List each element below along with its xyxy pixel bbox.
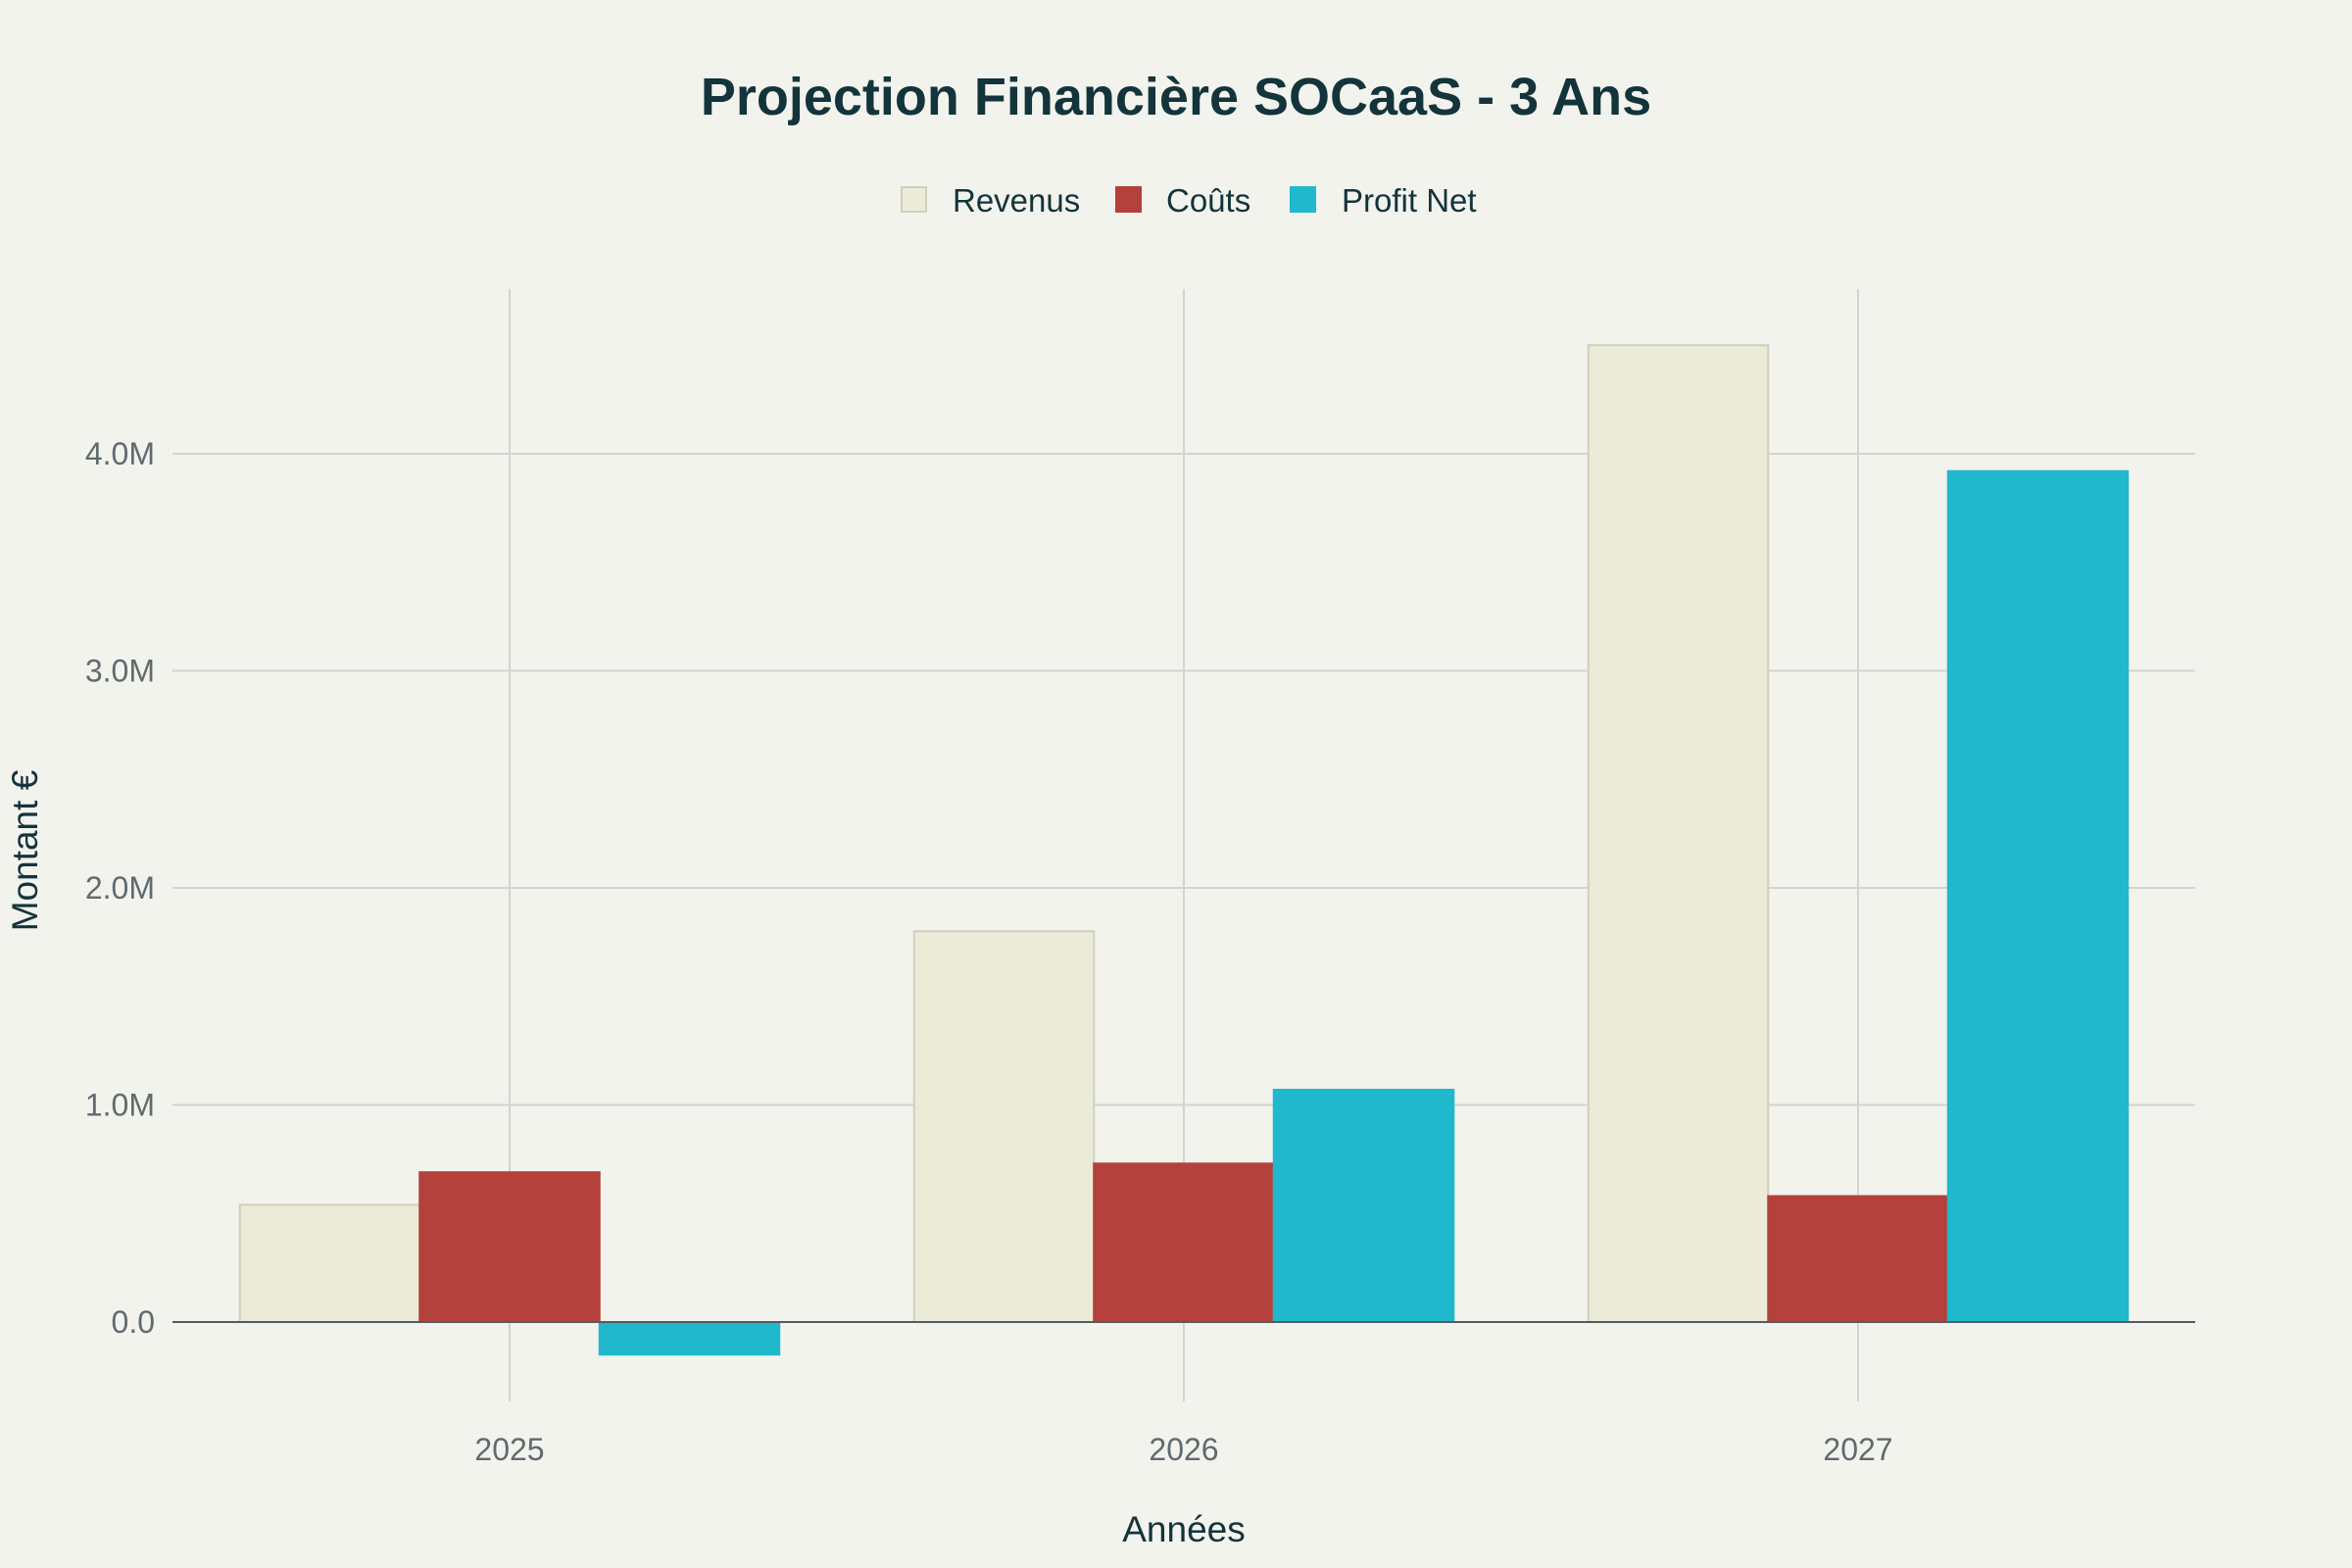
bar-profit-net-2026[interactable] <box>1272 1088 1455 1323</box>
bar-profit-net-2025[interactable] <box>598 1321 781 1356</box>
bar-co-ts-2027[interactable] <box>1767 1195 1949 1324</box>
axes: 0.0 1.0M 2.0M 3.0M 4.0M 2025 2026 2027 <box>85 436 2195 1467</box>
bar-co-ts-2026[interactable] <box>1093 1162 1275 1324</box>
legend-label: Profit Net <box>1342 182 1477 219</box>
bar-revenus-2026[interactable] <box>912 930 1096 1323</box>
legend-item[interactable]: Coûts <box>1115 182 1250 219</box>
y-tick-label: 0.0 <box>112 1304 155 1340</box>
y-axis-title: Montant € <box>5 769 45 931</box>
legend-swatch <box>1115 186 1142 213</box>
y-tick-label: 2.0M <box>85 870 155 906</box>
legend-item[interactable]: Profit Net <box>1290 182 1477 219</box>
bar-co-ts-2025[interactable] <box>418 1171 601 1324</box>
legend-label: Revenus <box>953 182 1080 219</box>
bars <box>238 344 2130 1356</box>
legend-swatch <box>901 186 927 213</box>
bar-profit-net-2027[interactable] <box>1946 469 2130 1324</box>
bar-revenus-2027[interactable] <box>1587 344 1770 1323</box>
x-tick-label: 2026 <box>1149 1432 1218 1467</box>
grid <box>172 289 2195 1401</box>
chart-title: Projection Financière SOCaaS - 3 Ans <box>701 68 1651 126</box>
y-tick-label: 1.0M <box>85 1088 155 1123</box>
x-tick-label: 2027 <box>1823 1432 1892 1467</box>
x-tick-label: 2025 <box>474 1432 544 1467</box>
legend-swatch <box>1290 186 1316 213</box>
legend-item[interactable]: Revenus <box>901 182 1080 219</box>
y-tick-label: 4.0M <box>85 436 155 471</box>
y-tick-label: 3.0M <box>85 654 155 689</box>
legend: Revenus Coûts Profit Net <box>901 182 1477 219</box>
bar-revenus-2025[interactable] <box>238 1203 421 1324</box>
x-axis-title: Années <box>1122 1509 1246 1549</box>
legend-label: Coûts <box>1166 182 1250 219</box>
